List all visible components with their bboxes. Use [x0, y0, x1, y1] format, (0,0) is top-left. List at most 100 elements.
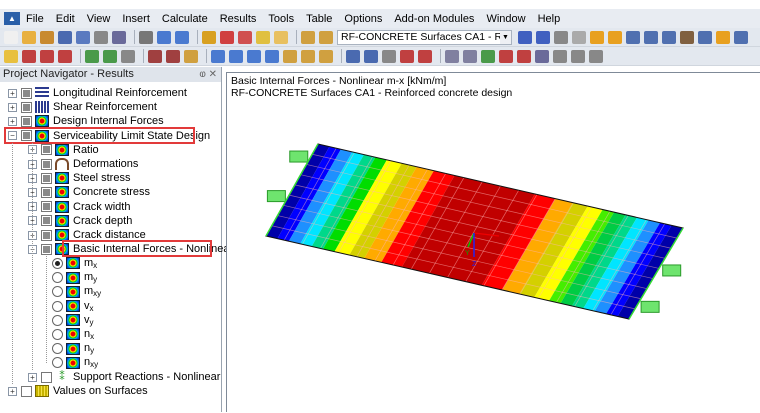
toolbar-button[interactable] [626, 30, 640, 44]
toolbar-button[interactable] [58, 30, 72, 44]
toolbar-button[interactable] [734, 30, 748, 44]
chevron-down-icon[interactable]: ▼ [500, 30, 511, 44]
toolbar-button[interactable] [103, 49, 117, 63]
expand-icon[interactable]: + [8, 116, 17, 126]
expand-icon[interactable]: + [8, 88, 17, 98]
expand-icon[interactable]: + [28, 372, 37, 382]
toolbar-button[interactable] [346, 49, 360, 63]
load-case-combo[interactable]: RF-CONCRETE Surfaces CA1 - Reinforc▼ [337, 29, 512, 45]
toolbar-button[interactable] [184, 49, 198, 63]
checkbox[interactable] [21, 130, 32, 142]
toolbar-button[interactable] [58, 49, 72, 63]
tree-item[interactable]: + Values on Surfaces [8, 384, 148, 398]
toolbar-button[interactable] [499, 49, 513, 63]
pin-close-icon[interactable]: ⱷ ✕ [199, 69, 217, 80]
toolbar-button[interactable] [535, 49, 549, 63]
toolbar-button[interactable] [463, 49, 477, 63]
radio-button[interactable] [52, 286, 63, 298]
toolbar-button[interactable] [139, 30, 153, 44]
toolbar-button[interactable] [589, 49, 603, 63]
toolbar-button[interactable] [229, 49, 243, 63]
checkbox[interactable] [21, 115, 32, 127]
toolbar-button[interactable] [553, 49, 567, 63]
expand-icon[interactable]: + [8, 386, 17, 396]
tree-item[interactable]: − Serviceability Limit State Design [8, 129, 210, 143]
toolbar-button[interactable] [319, 30, 333, 44]
radio-button[interactable] [52, 328, 63, 340]
tree-item[interactable]: + Deformations [28, 157, 138, 171]
toolbar-button[interactable] [157, 30, 171, 44]
checkbox[interactable] [21, 87, 32, 99]
toolbar-button[interactable] [662, 30, 676, 44]
tree-item[interactable]: + Shear Reinforcement [8, 100, 157, 114]
menu-tools[interactable]: Tools [268, 12, 295, 25]
tree-item[interactable]: + Crack depth [28, 214, 132, 228]
checkbox[interactable] [41, 201, 52, 213]
toolbar-button[interactable] [76, 30, 90, 44]
toolbar-button[interactable] [319, 49, 333, 63]
toolbar-button[interactable] [112, 30, 126, 44]
tree-item[interactable]: + Ratio [28, 143, 99, 157]
toolbar-button[interactable] [4, 30, 18, 44]
toolbar-button[interactable] [382, 49, 396, 63]
menu-file[interactable]: File [26, 12, 44, 25]
toolbar-button[interactable] [256, 30, 270, 44]
checkbox[interactable] [41, 371, 52, 383]
menu-view[interactable]: View [86, 12, 111, 25]
toolbar-button[interactable] [481, 49, 495, 63]
toolbar-button[interactable] [148, 49, 162, 63]
toolbar-button[interactable] [121, 49, 135, 63]
toolbar-button[interactable] [680, 30, 694, 44]
toolbar-button[interactable] [536, 30, 550, 44]
toolbar-button[interactable] [364, 49, 378, 63]
menu-calculate[interactable]: Calculate [161, 12, 208, 25]
toolbar-button[interactable] [698, 30, 712, 44]
toolbar-button[interactable] [608, 30, 622, 44]
toolbar-button[interactable] [238, 30, 252, 44]
checkbox[interactable] [41, 229, 52, 241]
plate-model[interactable]: YZ [227, 73, 760, 413]
toolbar-button[interactable] [22, 30, 36, 44]
toolbar-button[interactable] [175, 30, 189, 44]
toolbar-button[interactable] [4, 49, 18, 63]
toolbar-button[interactable] [220, 30, 234, 44]
toolbar-button[interactable] [202, 30, 216, 44]
force-item-mxy[interactable]: mxy [52, 285, 101, 299]
radio-button[interactable] [52, 314, 63, 326]
tree-item[interactable]: + ⁑ Support Reactions - Nonlinear [28, 370, 220, 384]
toolbar-button[interactable] [418, 49, 432, 63]
toolbar-button[interactable] [445, 49, 459, 63]
toolbar-button[interactable] [40, 49, 54, 63]
radio-button[interactable] [52, 272, 63, 284]
tree-item[interactable]: + Concrete stress [28, 185, 150, 199]
checkbox[interactable] [41, 243, 52, 255]
toolbar-button[interactable] [572, 30, 586, 44]
force-item-nx[interactable]: nx [52, 327, 94, 341]
checkbox[interactable] [41, 215, 52, 227]
toolbar-button[interactable] [274, 30, 288, 44]
toolbar-button[interactable] [518, 30, 532, 44]
menu-window[interactable]: Window [486, 12, 526, 25]
force-item-vx[interactable]: vx [52, 299, 94, 313]
toolbar-button[interactable] [247, 49, 261, 63]
checkbox[interactable] [41, 158, 52, 170]
force-item-nxy[interactable]: nxy [52, 356, 98, 370]
menu-insert[interactable]: Insert [122, 12, 150, 25]
checkbox[interactable] [41, 172, 52, 184]
menu-edit[interactable]: Edit [55, 12, 75, 25]
force-item-mx[interactable]: mx [52, 256, 97, 270]
toolbar-button[interactable] [716, 30, 730, 44]
toolbar-button[interactable] [301, 49, 315, 63]
tree-item[interactable]: + Steel stress [28, 171, 130, 185]
toolbar-button[interactable] [94, 30, 108, 44]
menu-help[interactable]: Help [537, 12, 561, 25]
toolbar-button[interactable] [166, 49, 180, 63]
menu-add-on-modules[interactable]: Add-on Modules [394, 12, 475, 25]
radio-button[interactable] [52, 343, 63, 355]
toolbar-button[interactable] [211, 49, 225, 63]
collapse-icon[interactable]: − [8, 131, 17, 141]
menu-table[interactable]: Table [306, 12, 333, 25]
toolbar-button[interactable] [400, 49, 414, 63]
tree-item[interactable]: + Crack width [28, 200, 130, 214]
toolbar-button[interactable] [265, 49, 279, 63]
